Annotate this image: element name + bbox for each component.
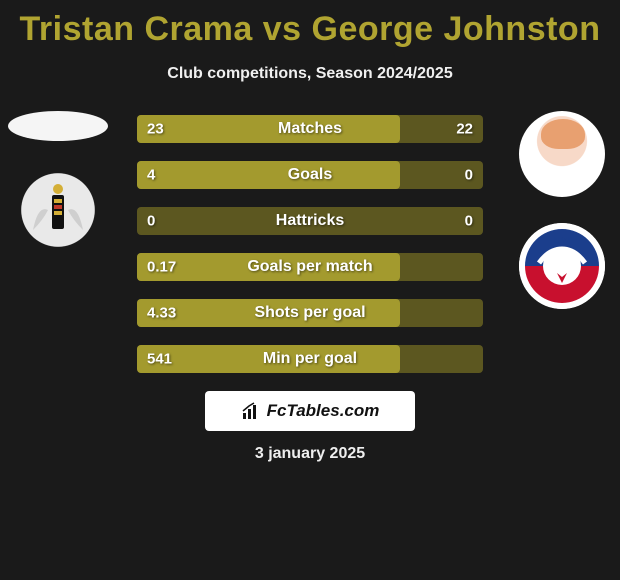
subtitle: Club competitions, Season 2024/2025 [0,65,620,83]
stat-label: Hattricks [276,212,344,230]
stat-label: Goals per match [247,258,372,276]
stat-row: 0 0 Hattricks [137,207,483,235]
stat-right-value: 0 [465,167,473,184]
comparison-content: BW 23 22 Matches 4 0 Goals 0 0 Hattricks 0.17 Goal… [0,111,620,373]
stat-row: 0.17 Goals per match [137,253,483,281]
stat-row: 23 22 Matches [137,115,483,143]
stat-label: Min per goal [263,350,357,368]
stat-right-value: 0 [465,213,473,230]
svg-text:BW: BW [554,236,571,247]
stat-left-value: 0 [147,213,155,230]
page-title: Tristan Crama vs George Johnston [0,0,620,49]
stat-label: Goals [288,166,332,184]
right-player-column: BW [512,111,612,309]
left-club-crest [15,167,101,253]
stat-bars: 23 22 Matches 4 0 Goals 0 0 Hattricks 0.17 Goals p… [137,111,483,373]
stat-right-value: 22 [456,121,473,138]
stat-left-value: 541 [147,351,172,368]
footer-brand-text: FcTables.com [267,401,380,421]
stat-row: 4 0 Goals [137,161,483,189]
stat-label: Matches [278,120,342,138]
stat-row: 4.33 Shots per goal [137,299,483,327]
stat-bar-win [137,115,400,143]
stat-left-value: 23 [147,121,164,138]
left-player-avatar [8,111,108,141]
stat-left-value: 4 [147,167,155,184]
footer-date: 3 january 2025 [0,445,620,463]
chart-icon [241,401,261,421]
right-club-crest: BW [519,223,605,309]
footer-brand-badge: FcTables.com [205,391,415,431]
stat-label: Shots per goal [254,304,365,322]
left-player-column [8,111,108,253]
stat-left-value: 0.17 [147,259,176,276]
stat-left-value: 4.33 [147,305,176,322]
stat-bar-win [137,161,400,189]
stat-row: 541 Min per goal [137,345,483,373]
right-player-avatar [519,111,605,197]
